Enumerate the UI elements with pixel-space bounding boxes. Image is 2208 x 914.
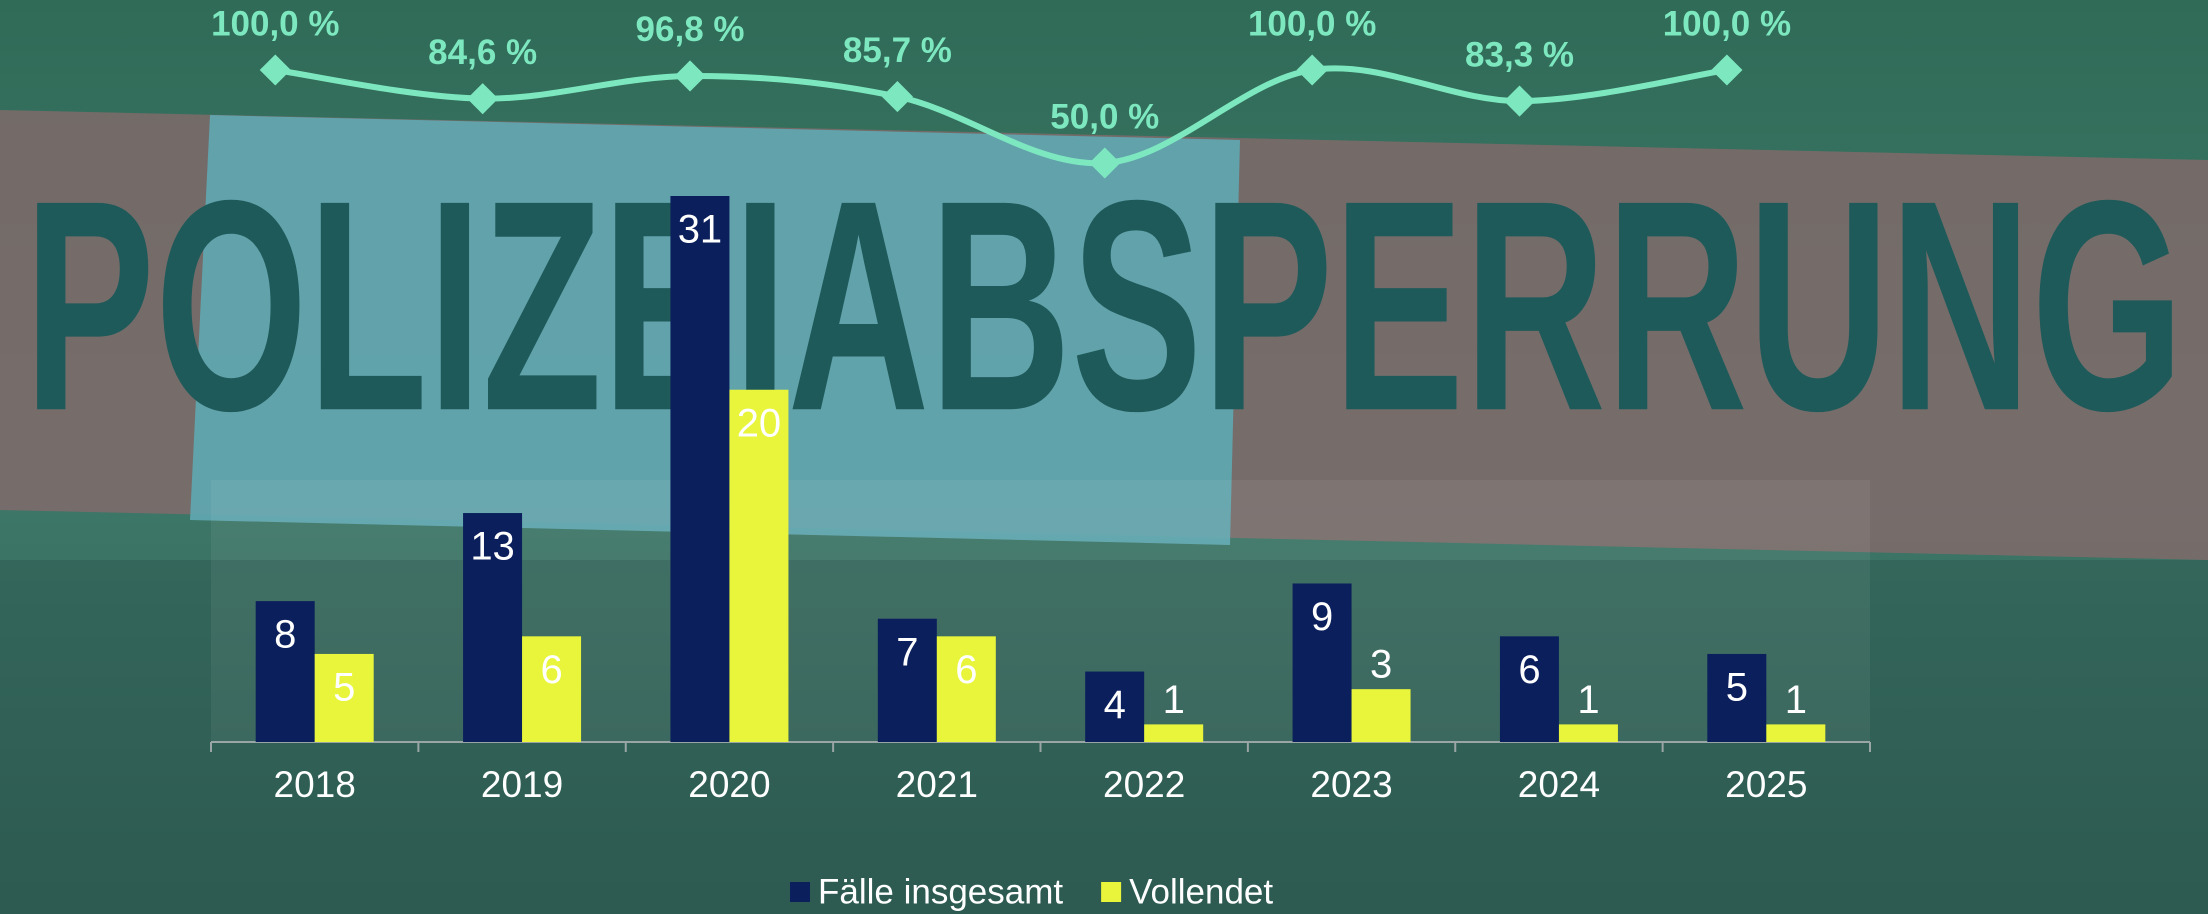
line-value-label: 100,0 % [1663,4,1791,43]
legend-swatch [1101,882,1122,902]
line-value-label: 96,8 % [636,10,745,49]
legend-label: Fälle insgesamt [818,872,1063,911]
bar [1351,689,1411,742]
bar-value-label: 20 [737,401,782,445]
x-tick-label: 2023 [1310,764,1392,805]
bar [877,618,937,742]
bar-value-label: 31 [678,208,723,252]
bar-value-label: 8 [274,613,296,657]
line-value-label: 83,3 % [1465,35,1574,74]
bar [522,636,582,742]
bar [463,513,523,742]
bar-value-label: 6 [955,648,977,692]
x-tick-label: 2021 [896,764,978,805]
line-value-label: 100,0 % [211,4,339,43]
line [274,65,1728,167]
bar-value-label: 1 [1577,678,1599,722]
bar-value-label: 5 [1726,665,1748,709]
x-tick-label: 2024 [1518,764,1600,805]
bar [729,389,789,742]
bar [670,196,730,742]
line-marker [259,54,291,86]
background-text: POLIZEIABSPERRUNG [24,137,2184,473]
line-value-label: 100,0 % [1248,4,1376,43]
bar-value-label: 5 [333,665,355,709]
line-value-label: 85,7 % [843,31,952,70]
bar [1766,724,1826,742]
bar-value-label: 4 [1104,683,1126,727]
x-tick-label: 2019 [481,764,563,805]
x-tick-label: 2020 [688,764,770,805]
bar [936,636,996,742]
bar [1292,583,1352,742]
x-tick-label: 2018 [274,764,356,805]
bar-value-label: 7 [896,630,918,674]
bar-value-label: 9 [1311,595,1333,639]
bar-value-label: 13 [470,525,515,569]
bar [1558,724,1618,742]
line-value-label: 50,0 % [1050,97,1159,136]
bar-value-label: 1 [1163,678,1185,722]
x-tick-label: 2025 [1725,764,1807,805]
bar [1144,724,1204,742]
bar [314,653,374,742]
bar-value-label: 6 [1518,648,1540,692]
line-marker [467,83,499,115]
bar [1085,671,1145,742]
legend-swatch [790,882,810,902]
plot-area [211,480,1870,742]
legend-label: Vollendet [1129,872,1273,911]
bar [1707,653,1767,742]
bar [255,601,315,742]
bar-value-label: 3 [1370,643,1392,687]
bar-value-label: 6 [540,648,562,692]
line-value-label: 84,6 % [428,33,537,72]
bar [1499,636,1559,742]
x-tick-label: 2022 [1103,764,1185,805]
bar-value-label: 1 [1785,678,1807,722]
